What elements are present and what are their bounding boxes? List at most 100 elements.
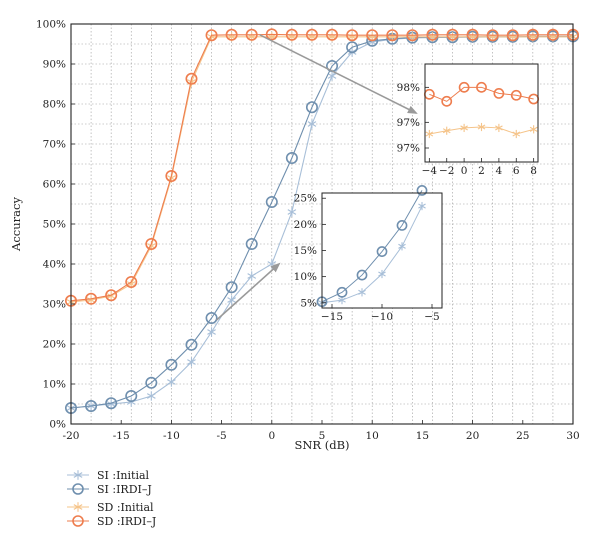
data-point-circle: [546, 28, 559, 41]
data-point-circle: [265, 28, 278, 41]
x-tick-label: -20: [63, 430, 80, 442]
data-point-star: [247, 271, 257, 281]
data-point-star: [207, 327, 216, 337]
data-point-circle: [441, 95, 453, 107]
data-point-star-stroke: [307, 121, 317, 127]
y-tick-label: 100%: [36, 19, 66, 31]
data-point-circle: [305, 28, 318, 41]
data-point-circle: [125, 275, 138, 288]
data-point-circle: [225, 28, 238, 41]
x-tick-label: 4: [496, 165, 503, 177]
data-point-circle: [426, 28, 439, 41]
data-point-circle: [145, 238, 158, 251]
data-point-circle: [205, 311, 218, 324]
data-point-star-stroke: [207, 329, 216, 335]
legend-label: SI :Initial: [97, 469, 150, 482]
y-tick-label: 20%: [294, 219, 317, 231]
data-point-circle: [386, 29, 399, 42]
data-point-circle: [493, 88, 505, 99]
data-point-circle: [185, 338, 198, 351]
data-point-star-stroke: [106, 401, 116, 407]
y-tick-label: 20%: [43, 339, 66, 351]
data-point-circle: [245, 238, 258, 251]
data-point-circle: [346, 41, 359, 54]
data-point-circle: [285, 28, 298, 41]
y-tick-label: 10%: [43, 379, 66, 391]
data-point-star: [418, 201, 426, 211]
x-tick-label: 5: [319, 430, 326, 442]
data-point-star-stroke: [106, 293, 116, 299]
series-line: [321, 190, 423, 303]
inset-si-zoom-background: [322, 193, 442, 308]
data-point-star: [442, 126, 451, 135]
data-point-star: [167, 377, 176, 387]
data-point-circle: [506, 29, 519, 42]
data-point-star: [460, 123, 468, 133]
data-point-star-stroke: [247, 273, 257, 279]
x-axis-label: SNR (dB): [294, 438, 349, 452]
data-point-circle: [105, 289, 118, 302]
data-point-circle: [376, 246, 388, 257]
data-point-star-stroke: [187, 359, 196, 365]
y-axis-label: Accuracy: [9, 197, 23, 252]
y-tick-label: 25%: [294, 193, 317, 205]
data-point-star: [327, 71, 337, 81]
data-point-circle: [85, 399, 98, 412]
data-point-star-stroke: [86, 297, 96, 303]
data-point-star-stroke: [398, 243, 406, 249]
y-tick-label: 97%: [397, 143, 420, 155]
x-tick-label: 10: [366, 430, 379, 442]
x-tick-label: 30: [566, 430, 579, 442]
x-tick-label: −2: [439, 165, 454, 177]
data-point-star: [307, 119, 317, 129]
data-point-star: [512, 129, 521, 139]
data-point-star: [398, 242, 406, 251]
data-point-star: [287, 207, 297, 217]
data-point-star: [378, 269, 386, 279]
y-tick-label: 50%: [43, 219, 66, 231]
y-tick-label: 80%: [43, 99, 66, 111]
x-tick-label: −4: [422, 165, 438, 177]
data-point-circle: [446, 28, 459, 41]
legend-item: SD :Initial: [67, 501, 154, 514]
x-tick-label: -15: [113, 430, 130, 442]
data-point-star: [425, 129, 434, 139]
data-point-star-stroke: [378, 271, 386, 277]
inset-si-zoom: −15 −10 −5 5% 10% 15% 20% 25%: [294, 184, 443, 323]
data-point-circle: [396, 220, 408, 231]
data-point-star: [358, 288, 366, 297]
y-tick-label: 70%: [43, 139, 66, 151]
data-point-circle: [346, 29, 359, 42]
y-tick-label: 97%: [397, 117, 420, 129]
data-point-circle: [366, 29, 379, 42]
x-tick-label: 0: [268, 430, 275, 442]
data-point-star: [227, 295, 236, 305]
data-point-circle: [326, 28, 339, 41]
zoom-arrow-lower: [216, 262, 281, 321]
y-tick-label: 10%: [294, 271, 317, 283]
y-tick-label: 98%: [397, 82, 420, 94]
data-point-circle: [125, 389, 138, 402]
data-point-star: [146, 391, 156, 401]
legend-swatch-circle: [72, 515, 84, 527]
zoom-arrow-upper: [259, 34, 418, 114]
data-point-circle: [165, 170, 178, 183]
y-tick-label: 40%: [43, 259, 66, 271]
legend-label: SD :IRDI–J: [97, 515, 156, 528]
data-point-star-stroke: [512, 131, 521, 137]
x-tick-label: 8: [530, 165, 537, 177]
data-point-star: [495, 123, 503, 133]
data-point-circle: [105, 397, 118, 410]
data-point-star-stroke: [460, 125, 468, 131]
data-point-star-stroke: [358, 289, 366, 295]
x-tick-label: 2: [478, 165, 485, 177]
y-tick-label: 60%: [43, 179, 66, 191]
data-point-star-stroke: [287, 209, 297, 215]
data-point-star-stroke: [442, 128, 451, 134]
data-point-circle: [285, 152, 298, 165]
data-point-circle: [476, 81, 487, 93]
series-line: [70, 33, 573, 302]
data-point-star-stroke: [418, 203, 426, 209]
